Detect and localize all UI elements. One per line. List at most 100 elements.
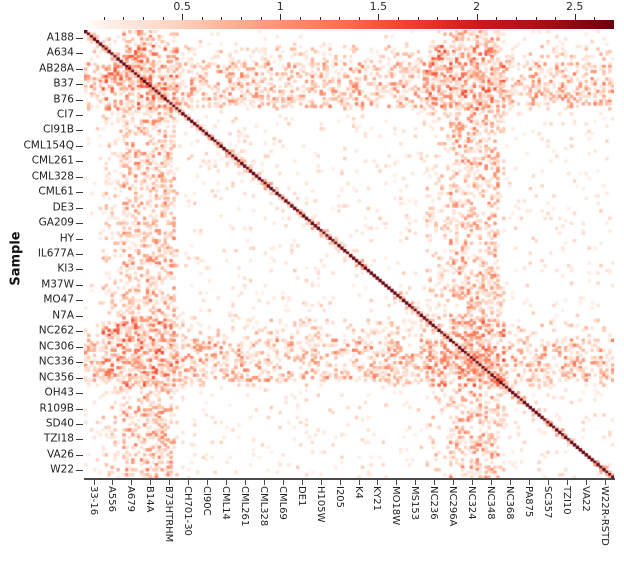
- y-tick-label: NC262: [38, 324, 74, 337]
- colorbar-tick-label: 2: [473, 0, 481, 13]
- x-tick-label: VA22: [579, 486, 591, 512]
- y-tick-label: CI91B: [43, 123, 74, 136]
- x-tick-label: CML14: [220, 486, 231, 520]
- x-tick: [301, 479, 303, 485]
- x-tick-label: CML328: [257, 486, 269, 527]
- y-tick: [76, 423, 83, 425]
- x-tick: [472, 479, 473, 485]
- colorbar-tick: [437, 17, 439, 20]
- x-tick: [434, 479, 436, 485]
- x-tick-label: KY21: [371, 486, 383, 512]
- y-tick-label: TZI18: [43, 432, 74, 445]
- y-tick: [76, 115, 83, 116]
- x-tick-label: NC236: [428, 486, 440, 520]
- x-tick-label: I205: [333, 486, 345, 509]
- colorbar-tick: [417, 17, 419, 20]
- x-tick: [244, 479, 246, 485]
- y-tick-label: B76: [53, 93, 74, 105]
- x-tick-label: B73HTRHM: [163, 486, 175, 543]
- x-tick-label: DE1: [295, 486, 307, 507]
- x-tick: [320, 479, 322, 485]
- x-tick: [339, 479, 341, 485]
- x-tick: [396, 479, 398, 485]
- x-tick: [150, 479, 152, 485]
- y-tick-label: KI3: [57, 262, 74, 275]
- x-tick: [112, 479, 114, 485]
- y-tick-label: NC306: [38, 340, 74, 353]
- y-tick-label: CI7: [56, 108, 74, 121]
- x-tick-label: H105W: [314, 486, 326, 523]
- x-tick-label: A679: [125, 486, 137, 512]
- colorbar-tick: [221, 17, 223, 20]
- y-tick-label: CML328: [31, 170, 74, 183]
- y-tick: [76, 408, 83, 410]
- x-tick-label: MS153: [409, 486, 421, 521]
- x-tick: [528, 479, 530, 485]
- y-tick-label: W22: [50, 463, 74, 476]
- x-tick: [453, 479, 455, 485]
- x-tick: [169, 479, 171, 485]
- colorbar-tick: [201, 17, 203, 20]
- heatmap-matrix: [84, 30, 614, 478]
- x-tick-label: MO18W: [390, 486, 402, 526]
- y-tick: [76, 470, 83, 472]
- x-tick: [263, 479, 265, 485]
- y-tick-label: R109B: [39, 402, 74, 414]
- x-tick: [131, 479, 133, 485]
- x-tick: [358, 479, 360, 485]
- y-tick: [76, 223, 83, 225]
- x-axis-ticks: [84, 479, 615, 485]
- y-tick-label: DE3: [52, 201, 74, 214]
- x-tick: [207, 479, 208, 485]
- x-axis-tick-labels: 33-16 A556 A679 B14A B73HTRHM CH701-30 CI90C CM…: [84, 486, 615, 562]
- y-tick-label: OH43: [44, 386, 74, 399]
- x-tick: [604, 479, 606, 485]
- colorbar-tick: [378, 14, 380, 20]
- y-tick-label: CML261: [31, 154, 74, 167]
- x-tick-label: TZI10: [560, 486, 572, 515]
- y-tick: [76, 346, 83, 348]
- colorbar-tick: [280, 14, 282, 20]
- x-tick: [282, 479, 284, 485]
- colorbar-tick-label: 1.5: [369, 0, 388, 13]
- x-tick: [415, 479, 417, 485]
- x-tick-label: PA875: [522, 486, 534, 518]
- x-tick: [509, 479, 511, 485]
- y-tick-label: B37: [53, 77, 74, 90]
- x-tick: [188, 479, 190, 485]
- y-tick: [76, 37, 83, 39]
- colorbar-gradient: [84, 20, 614, 29]
- colorbar-tick: [574, 14, 576, 20]
- y-tick: [76, 68, 83, 70]
- x-tick-label: SC357: [541, 486, 553, 519]
- colorbar-tick: [457, 17, 458, 20]
- colorbar-tick: [299, 17, 301, 20]
- x-tick-label: A556: [106, 486, 118, 512]
- y-tick: [76, 269, 83, 271]
- y-tick: [76, 284, 83, 286]
- y-tick-label: N7A: [52, 309, 74, 322]
- x-axis-line: [84, 478, 615, 480]
- y-tick-label: A634: [46, 46, 74, 59]
- x-tick-label: W22R-RSTD: [598, 486, 610, 546]
- x-tick: [547, 479, 549, 485]
- y-axis-tick-labels: A188 A634 AB28A B37 B76 CI7 CI91B CML154Q CML261…: [0, 30, 74, 478]
- y-tick: [76, 439, 83, 441]
- colorbar-tick: [241, 17, 242, 20]
- x-tick-label: NC368: [503, 486, 515, 520]
- y-tick-label: IL677A: [37, 247, 74, 260]
- colorbar-ticks: [84, 14, 614, 20]
- x-tick-label: CML69: [276, 486, 288, 520]
- y-tick: [76, 161, 83, 163]
- y-tick-label: M37W: [41, 278, 74, 291]
- x-tick-label: K4: [352, 486, 364, 499]
- y-axis-ticks: [76, 30, 84, 478]
- y-tick: [76, 238, 83, 240]
- colorbar-tick-labels: 0.5 1 1.5 2 2.5: [84, 0, 614, 14]
- x-tick-label: CH701-30: [182, 486, 194, 536]
- colorbar: 0.5 1 1.5 2 2.5: [84, 0, 614, 30]
- x-tick: [491, 479, 492, 485]
- y-tick: [76, 454, 83, 456]
- y-tick: [76, 99, 83, 101]
- x-tick-label: B14A: [144, 486, 156, 513]
